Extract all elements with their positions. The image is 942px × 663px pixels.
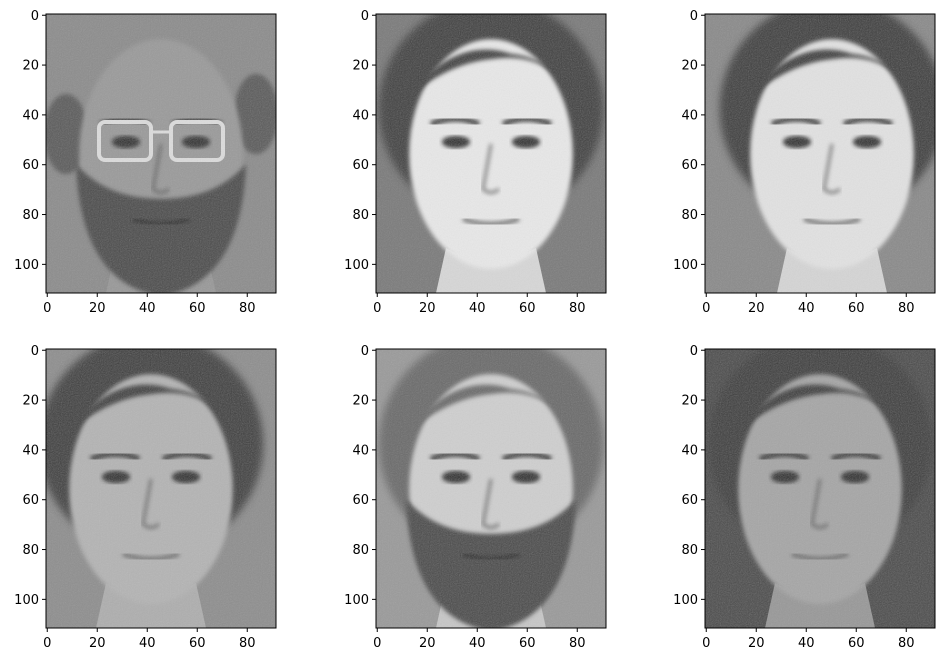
axes-frame <box>704 348 936 629</box>
y-tick-label: 60 <box>22 493 39 508</box>
x-tick-label: 80 <box>898 301 915 316</box>
y-tick-label: 100 <box>344 593 369 608</box>
x-tick-label: 60 <box>189 636 206 651</box>
x-tick-label: 80 <box>569 301 586 316</box>
y-tick-label: 20 <box>352 59 369 74</box>
y-tick-label: 0 <box>361 9 369 24</box>
face-image <box>376 349 606 628</box>
x-tick-label: 0 <box>373 636 381 651</box>
y-tick-label: 40 <box>22 443 39 458</box>
y-tick-label: 60 <box>681 493 698 508</box>
y-tick-label: 0 <box>690 344 698 359</box>
y-tick-label: 20 <box>681 394 698 409</box>
y-tick-label: 40 <box>352 443 369 458</box>
y-tick-label: 100 <box>344 258 369 273</box>
y-tick-label: 20 <box>681 59 698 74</box>
face-image <box>705 14 935 293</box>
subplot-5: 0 20 40 60 80 0 20 40 60 80 100 <box>344 344 607 651</box>
y-tick-label: 0 <box>361 344 369 359</box>
face-image <box>46 349 276 628</box>
y-tick-label: 40 <box>681 108 698 123</box>
subplot-2: 0 20 40 60 80 0 20 40 60 80 100 <box>344 9 607 316</box>
x-tick-label: 60 <box>189 301 206 316</box>
axes-frame <box>704 13 936 294</box>
y-tick-label: 60 <box>681 158 698 173</box>
y-tick-label: 20 <box>22 394 39 409</box>
x-tick-label: 60 <box>848 636 865 651</box>
x-tick-label: 40 <box>469 301 486 316</box>
x-tick-label: 80 <box>239 636 256 651</box>
x-tick-label: 60 <box>848 301 865 316</box>
x-tick-label: 80 <box>239 301 256 316</box>
x-tick-label: 0 <box>43 301 51 316</box>
y-tick-label: 60 <box>22 158 39 173</box>
axes-frame <box>45 13 277 294</box>
x-tick-label: 80 <box>898 636 915 651</box>
x-tick-label: 20 <box>419 636 436 651</box>
y-tick-label: 20 <box>22 59 39 74</box>
x-tick-label: 60 <box>519 636 536 651</box>
y-tick-label: 0 <box>31 344 39 359</box>
y-tick-label: 80 <box>352 543 369 558</box>
x-tick-label: 20 <box>748 301 765 316</box>
face-image <box>46 14 276 293</box>
face-image <box>376 14 606 293</box>
y-tick-label: 100 <box>14 258 39 273</box>
x-tick-label: 40 <box>469 636 486 651</box>
x-tick-label: 80 <box>569 636 586 651</box>
y-tick-label: 60 <box>352 493 369 508</box>
axes-frame <box>45 348 277 629</box>
x-tick-label: 20 <box>748 636 765 651</box>
subplot-1: 0 20 40 60 80 0 20 40 60 80 100 <box>14 9 277 316</box>
y-tick-label: 100 <box>673 258 698 273</box>
x-tick-label: 60 <box>519 301 536 316</box>
y-tick-label: 80 <box>681 543 698 558</box>
y-tick-label: 80 <box>22 208 39 223</box>
y-tick-label: 100 <box>673 593 698 608</box>
x-tick-label: 0 <box>43 636 51 651</box>
x-tick-label: 40 <box>139 636 156 651</box>
panels-layer: 0 20 40 60 80 0 20 40 60 80 100 0 20 40 60 80 0 20 40 60 80 1… <box>14 9 936 651</box>
y-tick-label: 80 <box>352 208 369 223</box>
subplot-4: 0 20 40 60 80 0 20 40 60 80 100 <box>14 344 277 651</box>
y-tick-label: 0 <box>31 9 39 24</box>
x-tick-label: 0 <box>702 301 710 316</box>
y-tick-label: 40 <box>352 108 369 123</box>
y-tick-label: 20 <box>352 394 369 409</box>
y-tick-label: 40 <box>681 443 698 458</box>
x-tick-label: 0 <box>373 301 381 316</box>
subplot-6: 0 20 40 60 80 0 20 40 60 80 100 <box>673 344 936 651</box>
x-tick-label: 20 <box>89 636 106 651</box>
axes-frame <box>375 13 607 294</box>
y-tick-label: 0 <box>690 9 698 24</box>
y-tick-label: 60 <box>352 158 369 173</box>
y-tick-label: 100 <box>14 593 39 608</box>
x-tick-label: 20 <box>419 301 436 316</box>
subplot-3: 0 20 40 60 80 0 20 40 60 80 100 <box>673 9 936 316</box>
x-tick-label: 40 <box>798 636 815 651</box>
x-tick-label: 40 <box>798 301 815 316</box>
y-tick-label: 80 <box>22 543 39 558</box>
x-tick-label: 20 <box>89 301 106 316</box>
y-tick-label: 40 <box>22 108 39 123</box>
axes-frame <box>375 348 607 629</box>
x-tick-label: 0 <box>702 636 710 651</box>
y-tick-label: 80 <box>681 208 698 223</box>
x-tick-label: 40 <box>139 301 156 316</box>
face-image <box>705 349 935 628</box>
